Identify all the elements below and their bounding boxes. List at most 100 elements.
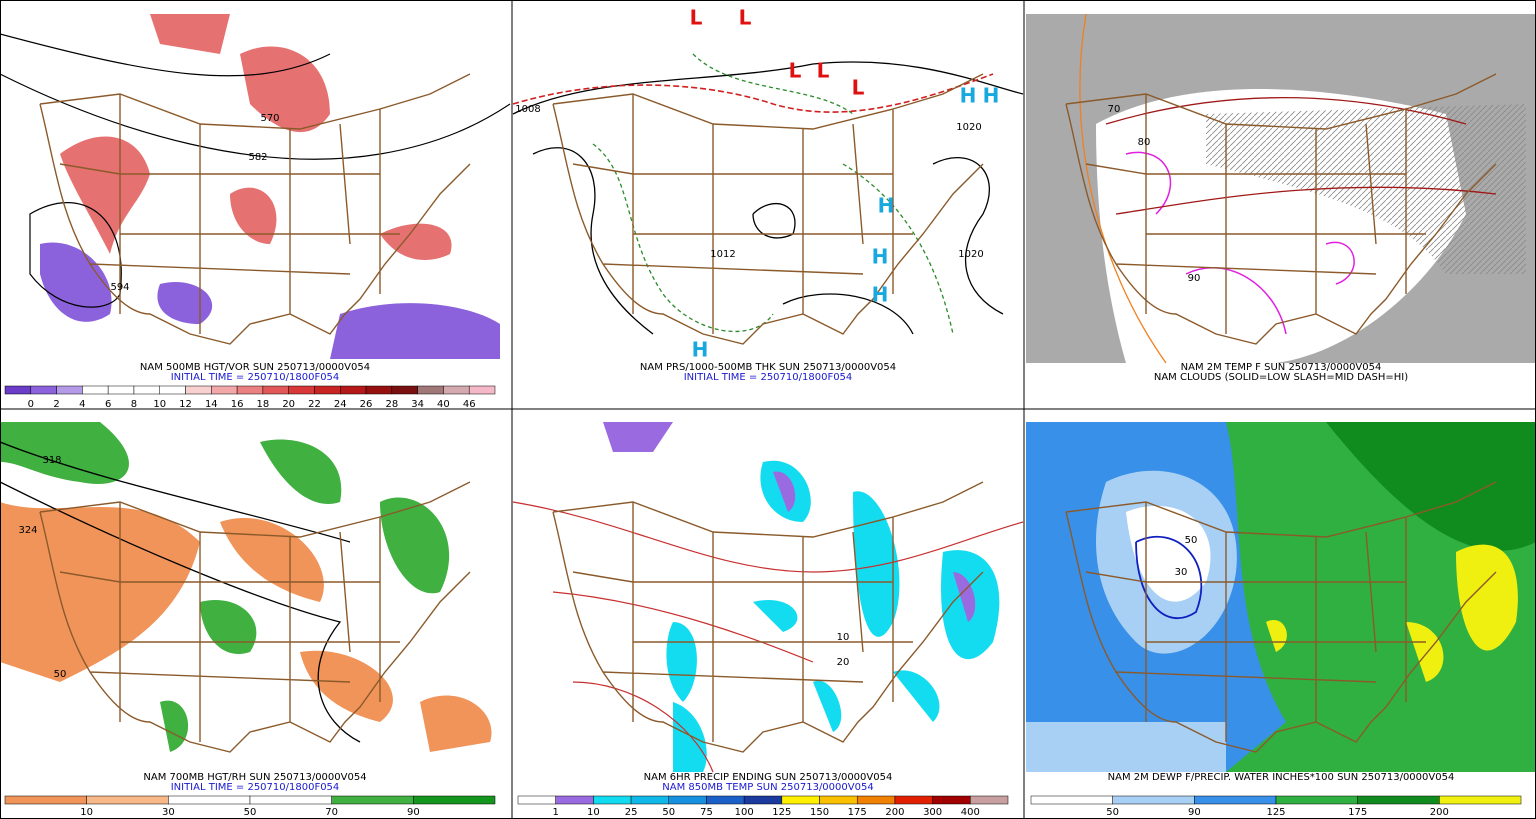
map-label: 20	[837, 657, 850, 668]
colorbar-label: 40	[437, 399, 450, 410]
map-500mb	[0, 14, 511, 363]
caption: NAM 2M DEWP F/PRECIP. WATER INCHES*100 S…	[1108, 772, 1455, 783]
colorbar-swatch	[365, 385, 393, 395]
colorbar-label: 10	[153, 399, 166, 410]
map-label: 318	[42, 455, 61, 466]
caption: INITIAL TIME = 250710/1800F054	[171, 372, 340, 383]
colorbar-swatch	[413, 795, 496, 805]
colorbar-label: 0	[28, 399, 34, 410]
map-label: 582	[248, 152, 267, 163]
colorbar-swatch	[262, 385, 289, 395]
colorbar-label: 90	[1188, 807, 1201, 818]
colorbar-label: 400	[961, 807, 980, 818]
caption: NAM 700MB HGT/RH SUN 250713/0000V054	[143, 772, 366, 783]
map-label: H	[872, 283, 889, 307]
colorbar-label: 22	[308, 399, 321, 410]
map-label: 594	[110, 282, 129, 293]
colorbar-swatch	[30, 385, 57, 395]
colorbar-label: 12	[179, 399, 192, 410]
map-label: H	[872, 245, 889, 269]
colorbar-swatch	[668, 795, 707, 805]
colorbar-swatch	[1357, 795, 1440, 805]
colorbar-label: 10	[587, 807, 600, 818]
colorbar-swatch	[56, 385, 83, 395]
map-label: 1020	[958, 249, 983, 260]
colorbar-swatch	[159, 385, 186, 395]
map-label: L	[690, 6, 703, 30]
colorbar-swatch	[211, 385, 238, 395]
colorbar-label: 90	[407, 807, 420, 818]
colorbar-swatch	[1112, 795, 1195, 805]
map-label: 80	[1138, 137, 1151, 148]
colorbar-swatch	[391, 385, 418, 395]
map-label: 90	[1188, 273, 1201, 284]
colorbar-label: 200	[1430, 807, 1449, 818]
colorbar-swatch	[185, 385, 212, 395]
map-precip	[512, 422, 1024, 773]
colorbar-swatch	[468, 385, 496, 395]
colorbar-label: 34	[411, 399, 424, 410]
colorbar-label: 50	[662, 807, 675, 818]
colorbar-label: 70	[325, 807, 338, 818]
map-temperature	[1026, 13, 1536, 364]
colorbar-label: 28	[385, 399, 398, 410]
map-label: H	[960, 84, 977, 108]
colorbar-label: 8	[131, 399, 137, 410]
colorbar-swatch	[819, 795, 858, 805]
map-label: H	[692, 338, 709, 362]
map-700mb	[0, 422, 510, 772]
colorbar-label: 125	[1266, 807, 1285, 818]
colorbar-label: 75	[700, 807, 713, 818]
colorbar-swatch	[4, 385, 32, 395]
colorbar-label: 300	[923, 807, 942, 818]
colorbar-swatch	[86, 795, 169, 805]
caption: NAM PRS/1000-500MB THK SUN 250713/0000V0…	[640, 362, 896, 373]
colorbar-swatch	[1194, 795, 1277, 805]
caption: NAM 850MB TEMP SUN 250713/0000V054	[662, 782, 873, 793]
colorbar-swatch	[970, 795, 1009, 805]
caption: INITIAL TIME = 250710/1800F054	[171, 782, 340, 793]
colorbar-swatch	[331, 795, 414, 805]
map-label: 30	[1175, 567, 1188, 578]
map-label: 570	[260, 113, 279, 124]
colorbar-swatch	[443, 385, 470, 395]
colorbar-swatch	[517, 795, 556, 805]
map-label: 50	[1185, 535, 1198, 546]
colorbar-swatch	[1030, 795, 1113, 805]
map-label: H	[878, 194, 895, 218]
colorbar-swatch	[630, 795, 670, 805]
colorbar-label: 4	[79, 399, 85, 410]
colorbar-label: 18	[257, 399, 270, 410]
colorbar-swatch	[288, 385, 315, 395]
colorbar-label: 50	[1106, 807, 1119, 818]
colorbar-label: 100	[735, 807, 754, 818]
colorbar-label: 6	[105, 399, 111, 410]
colorbar-swatch	[4, 795, 87, 805]
caption: INITIAL TIME = 250710/1800F054	[684, 372, 853, 383]
colorbar-label: 14	[205, 399, 218, 410]
colorbar-label: 125	[772, 807, 791, 818]
caption: NAM 6HR PRECIP ENDING SUN 250713/0000V05…	[644, 772, 893, 783]
colorbar-swatch	[555, 795, 594, 805]
colorbar-swatch	[314, 385, 341, 395]
caption: NAM 2M TEMP F SUN 250713/0000V054	[1181, 362, 1382, 373]
colorbar-label: 24	[334, 399, 347, 410]
colorbar-label: 10	[80, 807, 93, 818]
map-label: 324	[18, 525, 37, 536]
colorbar-swatch	[1275, 795, 1358, 805]
map-label: 70	[1108, 104, 1121, 115]
colorbar-swatch	[168, 795, 251, 805]
map-dewpoint	[1026, 422, 1536, 772]
colorbar-swatch	[593, 795, 632, 805]
colorbar-swatch	[932, 795, 971, 805]
map-label: L	[817, 59, 830, 83]
colorbar-swatch	[417, 385, 444, 395]
colorbar-label: 30	[162, 807, 175, 818]
colorbar-swatch	[340, 385, 367, 395]
map-label: 1008	[515, 104, 540, 115]
colorbar-label: 50	[244, 807, 257, 818]
colorbar-label: 20	[282, 399, 295, 410]
colorbar-label: 1	[553, 807, 559, 818]
